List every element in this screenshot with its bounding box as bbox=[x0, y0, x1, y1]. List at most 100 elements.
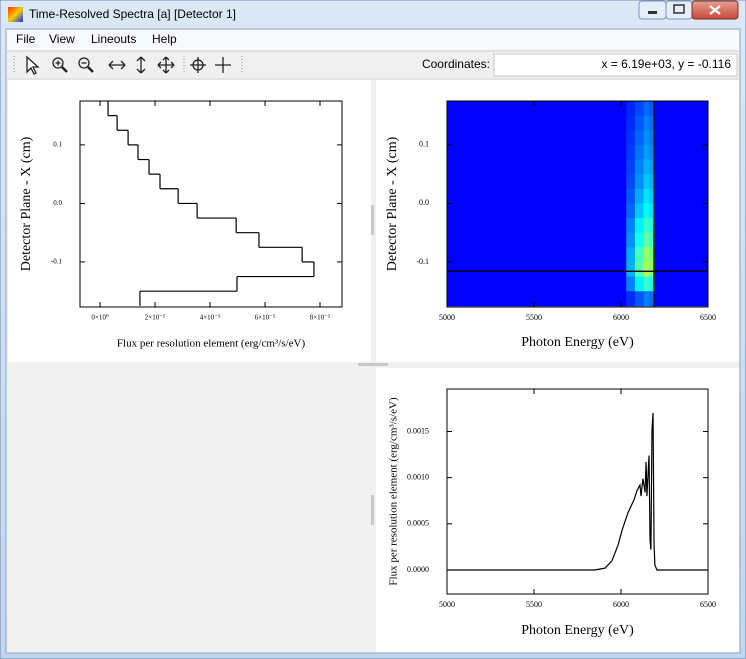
y-tick-label: 0.0015 bbox=[407, 426, 429, 435]
heatmap-cell bbox=[654, 276, 709, 292]
heatmap-cell bbox=[634, 247, 645, 263]
y-tick-label: 0.0010 bbox=[407, 472, 429, 481]
heatmap-cell bbox=[654, 218, 709, 234]
pan-vertical-tool[interactable] bbox=[136, 56, 146, 74]
pan-tool[interactable] bbox=[157, 56, 175, 74]
heatmap-cell bbox=[654, 232, 709, 248]
plot-frame bbox=[446, 388, 709, 595]
x-tick-label: 6500 bbox=[700, 313, 716, 322]
coordinates-label: Coordinates: bbox=[422, 57, 490, 71]
y-tick-label: 0.0 bbox=[53, 199, 62, 207]
zoom-in-tool[interactable] bbox=[52, 57, 68, 73]
y-tick-label: 0.1 bbox=[53, 141, 62, 149]
x-tick-label: 6000 bbox=[613, 600, 629, 609]
maximize-glyph bbox=[673, 4, 685, 14]
heatmap-cell bbox=[447, 276, 627, 292]
menu-help[interactable]: Help bbox=[152, 32, 177, 46]
menu-bar bbox=[7, 30, 739, 50]
plot: 5000 5500 6000 6500 0.0000 0.0005 0.0010 0.0015… bbox=[388, 388, 716, 638]
heatmap-cell bbox=[643, 247, 650, 263]
heatmap-cell bbox=[643, 188, 650, 204]
y-tick-label: 0.0 bbox=[419, 198, 429, 207]
heatmap-cell bbox=[654, 291, 709, 307]
x-tick-label: 6500 bbox=[700, 600, 716, 609]
plots: 0×10⁰ 2×10⁻⁵ 4×10⁻⁵ 6×10⁻⁵ 8×10⁻⁵ 0.1 0.0 -0.1 F… bbox=[19, 100, 716, 638]
heatmap-cell bbox=[648, 188, 656, 204]
heatmap-cell bbox=[634, 218, 645, 234]
heatmap-cell bbox=[654, 159, 709, 175]
plot: 5000 5500 6000 6500 0.1 0.0 -0.1 Photon Energy … bbox=[385, 100, 716, 350]
heatmap-cell bbox=[643, 159, 650, 175]
heatmap-cell bbox=[654, 261, 709, 278]
heatmap-cell bbox=[626, 203, 636, 219]
splitter-handle[interactable] bbox=[371, 205, 374, 235]
heatmap-cell bbox=[648, 247, 656, 263]
splitter-handle[interactable] bbox=[371, 495, 374, 525]
heatmap-cell bbox=[626, 232, 636, 248]
coordinates-field[interactable] bbox=[493, 53, 738, 77]
x-axis-label: Flux per resolution element (erg/cm³/s/e… bbox=[117, 338, 306, 350]
heatmap-cell bbox=[648, 144, 656, 161]
splitter-handle[interactable] bbox=[358, 363, 388, 366]
y-tick-label: 0.0000 bbox=[407, 565, 429, 574]
x-tick-label: 0×10⁰ bbox=[91, 314, 108, 322]
heatmap-cell bbox=[648, 101, 656, 117]
heatmap-cell bbox=[643, 291, 650, 307]
heatmap-cell bbox=[447, 174, 627, 190]
heatmap-cell bbox=[643, 276, 650, 292]
heatmap-cell bbox=[654, 203, 709, 219]
heatmap-cell bbox=[643, 101, 650, 117]
heatmap-cell bbox=[643, 261, 650, 278]
heatmap-cell bbox=[447, 232, 627, 248]
plot-area bbox=[447, 389, 708, 594]
pointer-tool[interactable] bbox=[26, 55, 40, 75]
crosshair-tool[interactable] bbox=[215, 57, 231, 73]
x-tick-label: 6000 bbox=[613, 313, 629, 322]
close-glyph bbox=[709, 5, 721, 15]
heatmap-cell bbox=[643, 218, 650, 234]
heatmap-cell bbox=[648, 159, 656, 175]
heatmap-cell bbox=[634, 276, 645, 292]
heatmap-cell bbox=[654, 130, 709, 146]
x-tick-label: 4×10⁻⁵ bbox=[200, 314, 221, 322]
x-tick-label: 5000 bbox=[439, 600, 455, 609]
heatmap-cell bbox=[626, 144, 636, 161]
y-axis-label: Flux per resolution element (erg/cm³/s/e… bbox=[388, 397, 400, 586]
x-tick-label: 8×10⁻⁵ bbox=[310, 314, 331, 322]
heatmap-cell bbox=[648, 218, 656, 234]
menu-file[interactable]: File bbox=[16, 32, 36, 46]
heatmap-cell bbox=[626, 188, 636, 204]
heatmap-cell bbox=[648, 203, 656, 219]
heatmap-cell bbox=[447, 144, 627, 161]
menu-view[interactable]: View bbox=[49, 32, 75, 46]
plot-frame bbox=[446, 100, 709, 308]
minimize-button[interactable] bbox=[638, 0, 667, 20]
heatmap-cell bbox=[626, 218, 636, 234]
x-axis-label: Photon Energy (eV) bbox=[521, 335, 634, 350]
heatmap-cell bbox=[634, 203, 645, 219]
heatmap-cell bbox=[648, 232, 656, 248]
x-tick-label: 6×10⁻⁵ bbox=[255, 314, 276, 322]
window-title: Time-Resolved Spectra [a] [Detector 1] bbox=[29, 7, 236, 21]
heatmap-cell bbox=[654, 188, 709, 204]
menu-lineouts[interactable]: Lineouts bbox=[91, 32, 136, 46]
heatmap-cell bbox=[447, 291, 627, 307]
zoom-out-tool[interactable] bbox=[78, 57, 94, 73]
heatmap-cell bbox=[447, 115, 627, 131]
heatmap-cell bbox=[634, 188, 645, 204]
plot-frame bbox=[79, 100, 343, 308]
heatmap-cell bbox=[643, 174, 650, 190]
heatmap-cell bbox=[643, 144, 650, 161]
heatmap-cell bbox=[648, 276, 656, 292]
heatmap-cell bbox=[626, 247, 636, 263]
heatmap-cell bbox=[648, 291, 656, 307]
y-axis-label: Detector Plane - X (cm) bbox=[385, 136, 400, 271]
probe-tool[interactable] bbox=[190, 57, 206, 73]
pan-horizontal-tool[interactable] bbox=[108, 60, 126, 70]
maximize-button[interactable] bbox=[665, 0, 693, 20]
heatmap-cell bbox=[634, 261, 645, 278]
heatmap-cell bbox=[626, 115, 636, 131]
plot-area bbox=[80, 101, 342, 307]
